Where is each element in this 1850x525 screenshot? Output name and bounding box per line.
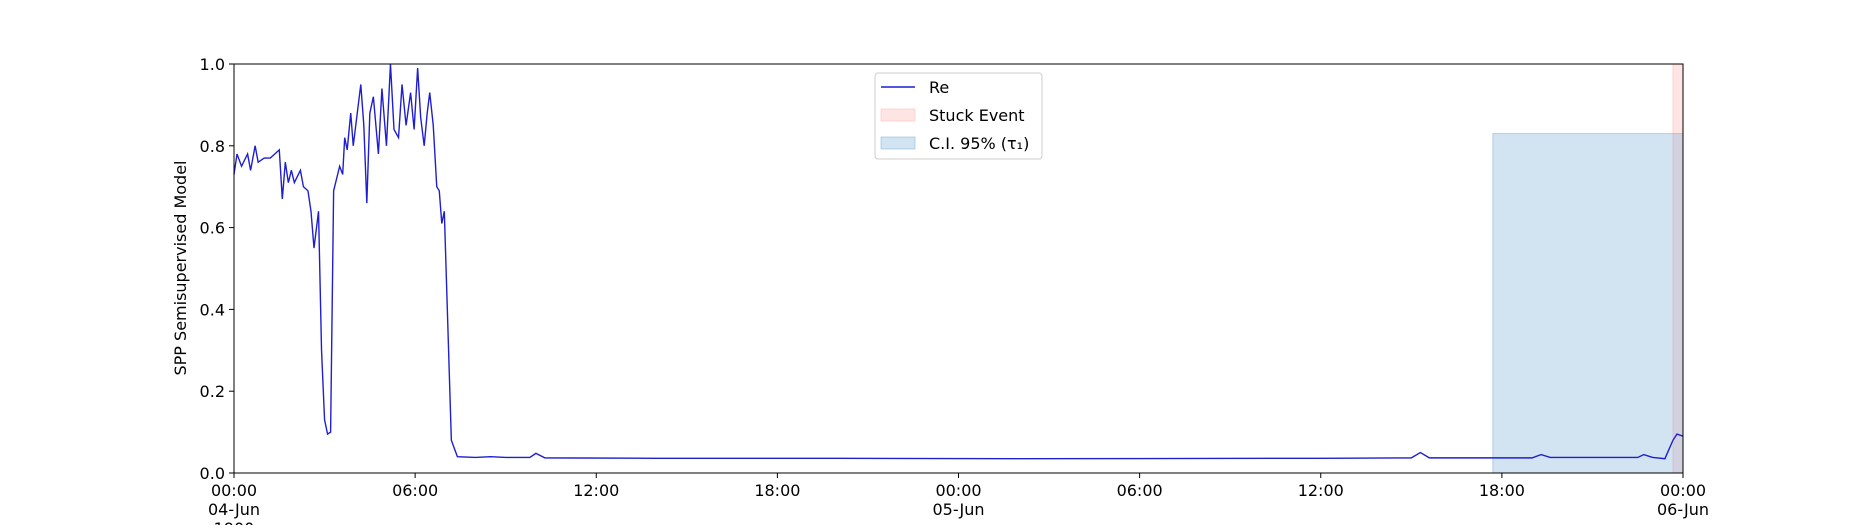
- legend-box: [874, 72, 1043, 160]
- x-tick-label-line: 04-Jun: [208, 500, 260, 519]
- x-tick-label: 18:00: [754, 481, 800, 500]
- series-line: [233, 63, 1684, 460]
- y-tick-label: 0.6: [200, 219, 225, 238]
- x-tick-label-line: 06:00: [392, 481, 438, 500]
- y-tick-label: 0.2: [200, 382, 225, 401]
- x-tick-label-line: 12:00: [1298, 481, 1344, 500]
- legend-swatch: [880, 108, 916, 122]
- legend-swatch: [880, 136, 916, 150]
- x-tick-label: 12:00: [573, 481, 619, 500]
- x-tick-label-line: 12:00: [573, 481, 619, 500]
- x-tick-label: 06:00: [1117, 481, 1163, 500]
- x-tick-label-line: 06:00: [1117, 481, 1163, 500]
- x-tick-label: 12:00: [1298, 481, 1344, 500]
- legend-label: Stuck Event: [929, 106, 1025, 125]
- x-tick-label-line: 18:00: [1479, 481, 1525, 500]
- x-tick-label: 00:00 06-Jun: [1657, 481, 1709, 519]
- y-tick-label: 0.0: [200, 464, 225, 483]
- span: [1492, 133, 1684, 474]
- x-tick-label-line: 05-Jun: [932, 500, 984, 519]
- x-tick-label-line: 00:00: [935, 481, 981, 500]
- x-tick-label: 00:00 05-Jun: [932, 481, 984, 519]
- legend-label: Re: [929, 78, 949, 97]
- x-tick-label-line: 00:00: [1660, 481, 1706, 500]
- y-tick-label: 0.8: [200, 137, 225, 156]
- x-tick-label: 06:00: [392, 481, 438, 500]
- x-tick-label-line: 18:00: [754, 481, 800, 500]
- x-tick-label: 18:00: [1479, 481, 1525, 500]
- legend-label: C.I. 95% (τ₁): [929, 134, 1029, 153]
- x-tick-label-line: 00:00: [211, 481, 257, 500]
- y-axis-label: SPP Semisupervised Model: [171, 161, 190, 376]
- x-tick-label-line: 06-Jun: [1657, 500, 1709, 519]
- y-tick-label: 0.4: [200, 300, 225, 319]
- y-tick-label: 1.0: [200, 55, 225, 74]
- x-tick-label-line: 1900: [214, 519, 255, 525]
